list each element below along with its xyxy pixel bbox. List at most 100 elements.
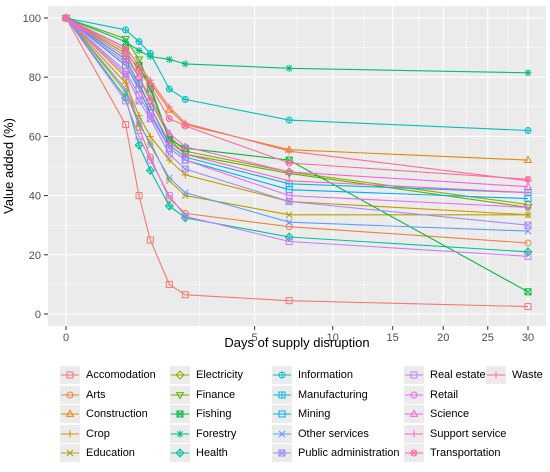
legend-label: Retail — [430, 388, 459, 401]
data-point — [524, 288, 532, 296]
legend-item: Support service — [404, 424, 506, 443]
data-point — [146, 236, 154, 244]
legend-key-symbol — [171, 391, 189, 400]
legend-item: Electricity — [170, 366, 243, 384]
data-point — [176, 429, 184, 438]
data-point — [524, 126, 532, 134]
data-point — [285, 192, 293, 200]
legend-item: Public administration — [272, 444, 400, 462]
data-point — [66, 391, 74, 398]
data-point — [122, 44, 130, 52]
data-point — [146, 50, 154, 58]
legend-key-symbol — [405, 391, 423, 398]
data-point — [165, 156, 173, 164]
series-line — [65, 17, 529, 194]
data-point — [524, 69, 532, 77]
data-point — [146, 156, 154, 164]
data-point — [165, 85, 173, 93]
legend-key-symbol — [405, 449, 423, 457]
data-point — [523, 155, 533, 163]
legend-key-symbol — [61, 429, 79, 438]
data-point — [285, 237, 293, 245]
legend-label: Waste — [512, 369, 543, 381]
data-point — [181, 119, 189, 127]
data-point — [285, 177, 293, 185]
data-point — [181, 291, 189, 299]
data-point — [524, 203, 532, 211]
y-tick-label: 60 — [29, 131, 41, 143]
data-point — [278, 391, 286, 398]
data-point — [122, 97, 130, 105]
legend-key — [60, 405, 80, 423]
data-point — [285, 116, 293, 124]
data-point — [134, 72, 144, 81]
data-point — [146, 112, 154, 120]
series-group — [62, 14, 532, 235]
series-line — [65, 17, 529, 208]
data-point — [165, 138, 173, 146]
legend-item: Arts — [60, 385, 106, 404]
legend-label: Information — [298, 369, 354, 381]
legend-key-symbol — [273, 449, 291, 457]
data-point — [165, 174, 173, 182]
x-tick-label: 30 — [522, 332, 534, 344]
data-point — [410, 371, 418, 379]
data-point — [285, 297, 293, 305]
legend-key — [170, 405, 190, 423]
data-point — [284, 167, 294, 175]
data-point — [122, 67, 130, 75]
data-point — [285, 159, 293, 167]
data-point — [410, 449, 418, 457]
legend-key-symbol — [61, 409, 79, 417]
legend-key-symbol — [171, 370, 189, 380]
series-line — [65, 17, 529, 182]
grid-lines — [48, 6, 546, 326]
legend-item: Finance — [170, 385, 235, 404]
legend-item: Mining — [272, 405, 330, 423]
data-point — [524, 252, 532, 260]
legend-item: Accomodation — [60, 366, 156, 384]
legend-key — [486, 366, 506, 384]
x-tick-label: 0 — [63, 332, 69, 344]
legend-item: Construction — [60, 405, 148, 423]
legend-key — [60, 424, 80, 443]
y-tick-label: 100 — [23, 13, 41, 25]
data-point — [278, 449, 286, 457]
series-lines — [61, 13, 533, 311]
legend-key — [60, 385, 80, 404]
data-point — [285, 223, 293, 231]
data-point — [278, 430, 286, 437]
data-point — [165, 115, 173, 123]
legend-item: Information — [272, 366, 353, 384]
legend-key — [170, 366, 190, 384]
data-point — [180, 142, 190, 150]
x-tick-label: 20 — [437, 332, 449, 344]
data-point — [278, 371, 286, 379]
y-tick-label: 0 — [35, 309, 41, 321]
data-point — [285, 211, 293, 219]
x-tick-label: 5 — [252, 332, 258, 344]
x-axis-title: Days of supply disruption — [224, 335, 369, 350]
x-tick-label: 15 — [387, 332, 399, 344]
legend-key-symbol — [273, 391, 291, 398]
data-point — [523, 204, 533, 213]
legend-item: Fishing — [170, 405, 231, 423]
legend-label: Real estate — [430, 369, 486, 381]
data-point — [145, 165, 155, 176]
legend-key — [404, 424, 424, 443]
data-point — [134, 140, 144, 150]
data-point — [175, 391, 185, 400]
y-tick-label: 40 — [29, 191, 41, 203]
series-line — [65, 17, 529, 257]
legend-key-symbol — [61, 371, 79, 379]
data-point — [66, 371, 74, 379]
data-point — [181, 171, 189, 179]
legend-key — [404, 405, 424, 423]
data-point — [146, 103, 154, 111]
series-group — [62, 14, 532, 185]
data-point — [492, 371, 500, 379]
y-axis-ticks: 0 20 40 60 80 100 — [23, 13, 48, 321]
legend-key-symbol — [61, 449, 79, 457]
data-point — [135, 132, 143, 140]
